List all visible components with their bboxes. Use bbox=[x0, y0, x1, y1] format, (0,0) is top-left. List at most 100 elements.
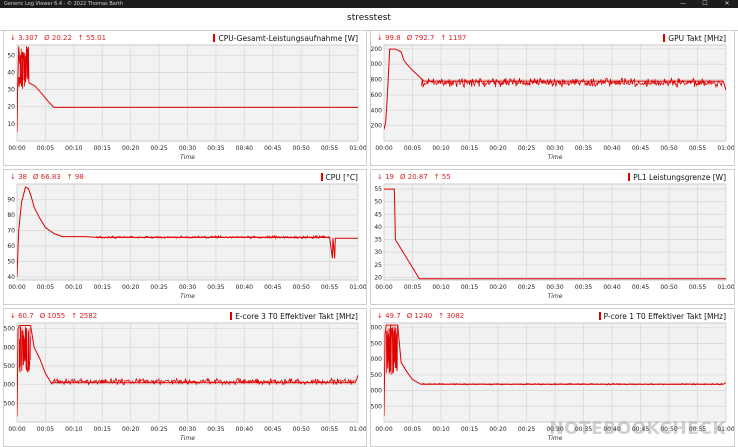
y-tick-label: 60 bbox=[7, 243, 15, 250]
stat-avg: Ø 1055 bbox=[39, 312, 66, 320]
y-tick-label: 40 bbox=[7, 274, 15, 281]
y-tick-label: 25 bbox=[374, 262, 382, 269]
series-group bbox=[17, 186, 358, 277]
minimize-button[interactable]: — bbox=[680, 0, 686, 7]
chart-panel-1: ↓ 3.307 Ø 20.22 ↑ 55.01 CPU-Gesamt-Leistung… bbox=[3, 30, 367, 166]
x-tick-label: 00:05 bbox=[404, 426, 421, 433]
series-group bbox=[17, 325, 358, 417]
x-tick-label: 00:25 bbox=[518, 145, 535, 152]
window-titlebar: Generic Log Viewer 6.4 - © 2022 Thomas B… bbox=[0, 0, 738, 8]
x-tick-label: 00:45 bbox=[632, 145, 649, 152]
chart-stats: ↓ 60.7 Ø 1055 ↑ 2582 bbox=[10, 312, 103, 320]
x-tick-label: 00:45 bbox=[632, 426, 649, 433]
x-tick-label: 01:00 bbox=[349, 426, 366, 433]
x-tick-label: 00:45 bbox=[264, 426, 281, 433]
x-tick-label: 00:00 bbox=[8, 145, 25, 152]
y-tick-label: 200 bbox=[371, 123, 382, 130]
stat-min: ↓ 60.7 bbox=[10, 312, 34, 320]
x-tick-label: 00:20 bbox=[122, 145, 139, 152]
series-line bbox=[384, 188, 726, 280]
stat-min: ↓ 3.307 bbox=[10, 34, 39, 42]
x-tick-label: 00:45 bbox=[264, 284, 281, 291]
page-title: stresstest bbox=[347, 13, 391, 23]
x-tick-label: 00:55 bbox=[689, 145, 706, 152]
x-tick-label: 00:00 bbox=[8, 426, 25, 433]
y-tick-label: 800 bbox=[371, 77, 382, 84]
y-tick-label: 20 bbox=[374, 274, 382, 281]
x-tick-label: 00:25 bbox=[518, 284, 535, 291]
x-axis-label: Time bbox=[180, 435, 195, 442]
x-tick-label: 00:55 bbox=[321, 426, 338, 433]
stat-min: ↓ 38 bbox=[10, 173, 27, 181]
chart-stats: ↓ 49.7 Ø 1240 ↑ 3082 bbox=[377, 312, 470, 320]
chart-title: CPU-Gesamt-Leistungsaufnahme [W] bbox=[213, 34, 358, 43]
x-tick-label: 00:55 bbox=[689, 426, 706, 433]
x-axis-label: Time bbox=[548, 435, 563, 442]
x-tick-label: 00:50 bbox=[660, 145, 677, 152]
chart-title: GPU Takt [MHz] bbox=[663, 34, 726, 43]
y-tick-label: 40 bbox=[374, 224, 382, 231]
stat-max: ↑ 3082 bbox=[438, 312, 465, 320]
y-tick-label: 40 bbox=[7, 69, 15, 76]
y-tick-label: 50 bbox=[7, 258, 15, 265]
x-axis-label: Time bbox=[548, 154, 563, 161]
x-tick-label: 00:20 bbox=[489, 284, 506, 291]
x-tick-label: 00:35 bbox=[207, 426, 224, 433]
maximize-button[interactable]: ☐ bbox=[702, 0, 708, 7]
x-tick-label: 00:00 bbox=[375, 145, 392, 152]
stat-max: ↑ 98 bbox=[66, 173, 84, 181]
chart-plot: 40 50 60 70 80 90 00:00 00:05 00:10 00:15 00:20 00:… bbox=[7, 183, 366, 300]
chart-plot: 10 20 30 40 50 00:00 00:05 00:10 00:15 00:20 00:25… bbox=[7, 44, 366, 161]
y-tick-label: 55 bbox=[374, 186, 382, 193]
close-button[interactable]: ✕ bbox=[724, 0, 730, 7]
stat-max: ↑ 2582 bbox=[71, 312, 98, 320]
x-tick-label: 00:05 bbox=[37, 284, 54, 291]
x-tick-label: 00:05 bbox=[37, 145, 54, 152]
x-tick-label: 00:50 bbox=[660, 284, 677, 291]
x-tick-label: 00:30 bbox=[546, 145, 563, 152]
x-tick-label: 00:50 bbox=[660, 426, 677, 433]
x-tick-label: 00:15 bbox=[94, 426, 111, 433]
x-tick-label: 00:30 bbox=[179, 426, 196, 433]
x-tick-label: 00:15 bbox=[461, 284, 478, 291]
x-tick-label: 00:15 bbox=[461, 145, 478, 152]
series-line bbox=[17, 46, 358, 133]
x-tick-label: 01:00 bbox=[717, 145, 734, 152]
x-tick-label: 01:00 bbox=[717, 426, 734, 433]
y-tick-label: 500 bbox=[371, 403, 382, 410]
y-tick-label: 30 bbox=[374, 249, 382, 256]
series-group bbox=[384, 324, 726, 416]
x-tick-label: 00:05 bbox=[404, 145, 421, 152]
y-tick-label: 30 bbox=[7, 87, 15, 94]
series-group bbox=[384, 188, 726, 280]
x-tick-label: 00:30 bbox=[546, 284, 563, 291]
x-tick-label: 00:05 bbox=[404, 284, 421, 291]
series-line bbox=[384, 48, 726, 130]
series-line bbox=[384, 324, 726, 416]
x-axis-label: Time bbox=[180, 154, 195, 161]
x-tick-label: 00:45 bbox=[264, 145, 281, 152]
x-tick-label: 00:40 bbox=[603, 284, 620, 291]
stat-max: ↑ 55.01 bbox=[77, 34, 107, 42]
y-tick-label: 35 bbox=[374, 237, 382, 244]
x-tick-label: 00:00 bbox=[375, 426, 392, 433]
chart-title: CPU [°C] bbox=[321, 173, 358, 182]
series-line-detail bbox=[420, 76, 723, 89]
chart-stats: ↓ 3.307 Ø 20.22 ↑ 55.01 bbox=[10, 34, 112, 42]
x-tick-label: 00:50 bbox=[293, 426, 310, 433]
chart-title: PL1 Leistungsgrenze [W] bbox=[628, 173, 726, 182]
series-line-detail bbox=[385, 324, 398, 375]
x-tick-label: 00:50 bbox=[293, 145, 310, 152]
x-tick-label: 00:05 bbox=[37, 426, 54, 433]
x-tick-label: 00:25 bbox=[150, 145, 167, 152]
stat-min: ↓ 99.8 bbox=[377, 34, 401, 42]
x-tick-label: 01:00 bbox=[349, 145, 366, 152]
x-tick-label: 00:50 bbox=[293, 284, 310, 291]
x-tick-label: 00:45 bbox=[632, 284, 649, 291]
